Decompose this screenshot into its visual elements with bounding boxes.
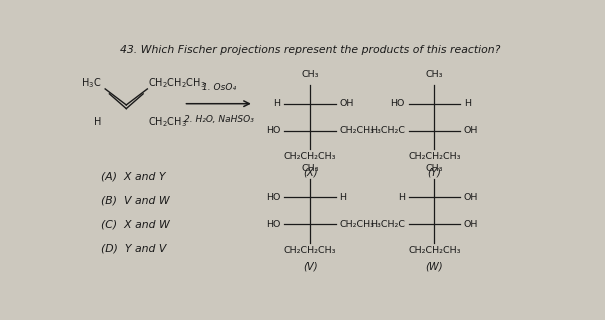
Text: CH₂CH₂CH₃: CH₂CH₂CH₃	[408, 246, 460, 255]
Text: (X): (X)	[302, 168, 318, 178]
Text: CH₂CH₂CH₃: CH₂CH₂CH₃	[284, 246, 336, 255]
Text: CH₃: CH₃	[301, 70, 319, 79]
Text: H: H	[273, 99, 281, 108]
Text: H$_3$C: H$_3$C	[81, 76, 102, 90]
Text: H₃CH₂C: H₃CH₂C	[370, 220, 405, 229]
Text: 43. Which Fischer projections represent the products of this reaction?: 43. Which Fischer projections represent …	[120, 44, 500, 54]
Text: 2. H₂O, NaHSO₃: 2. H₂O, NaHSO₃	[184, 115, 253, 124]
Text: (Y): (Y)	[427, 168, 441, 178]
Text: HO: HO	[266, 126, 281, 135]
Text: H: H	[94, 117, 102, 127]
Text: HO: HO	[266, 220, 281, 229]
Text: (C)  X and W: (C) X and W	[102, 219, 170, 229]
Text: CH₂CH₂CH₃: CH₂CH₂CH₃	[284, 152, 336, 161]
Text: CH₂CH₂CH₃: CH₂CH₂CH₃	[408, 152, 460, 161]
Text: CH₃: CH₃	[425, 70, 443, 79]
Text: (B)  V and W: (B) V and W	[102, 195, 170, 205]
Text: H: H	[464, 99, 471, 108]
Text: CH₂CH₃: CH₂CH₃	[339, 126, 374, 135]
Text: CH₃: CH₃	[301, 164, 319, 173]
Text: H: H	[339, 193, 347, 202]
Text: OH: OH	[464, 193, 478, 202]
Text: CH$_2$CH$_2$CH$_3$: CH$_2$CH$_2$CH$_3$	[148, 76, 206, 90]
Text: 1. OsO₄: 1. OsO₄	[201, 83, 236, 92]
Text: (W): (W)	[425, 261, 443, 271]
Text: OH: OH	[339, 99, 354, 108]
Text: CH₂CH₃: CH₂CH₃	[339, 220, 374, 229]
Text: (A)  X and Y: (A) X and Y	[102, 172, 166, 181]
Text: (D)  Y and V: (D) Y and V	[102, 243, 167, 253]
Text: CH₃: CH₃	[425, 164, 443, 173]
Text: OH: OH	[464, 220, 478, 229]
Text: HO: HO	[266, 193, 281, 202]
Text: H₃CH₂C: H₃CH₂C	[370, 126, 405, 135]
Text: OH: OH	[464, 126, 478, 135]
Text: HO: HO	[390, 99, 405, 108]
Text: (V): (V)	[302, 261, 318, 271]
Text: H: H	[397, 193, 405, 202]
Text: CH$_2$CH$_3$: CH$_2$CH$_3$	[148, 115, 187, 129]
